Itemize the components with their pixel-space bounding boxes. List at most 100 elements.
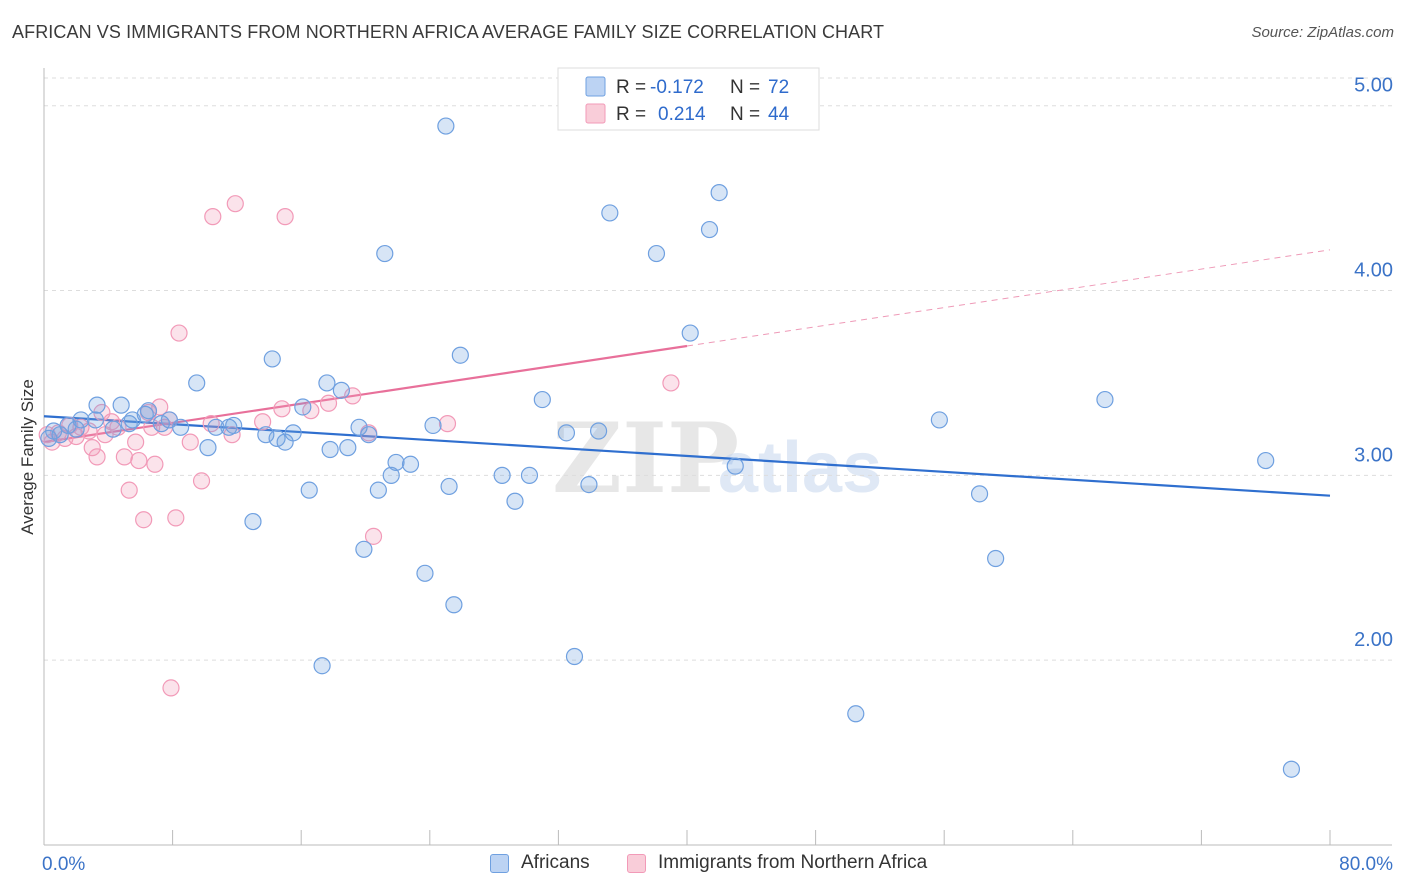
legend-n-label: N = [730, 104, 760, 125]
immigrants-point [204, 208, 222, 226]
africans-point [339, 439, 357, 457]
africans-point [647, 244, 666, 263]
x-tick-labels: 0.0% 80.0% [42, 854, 1393, 875]
immigrants-point [162, 679, 180, 697]
africans-point [416, 564, 434, 582]
africans-point [710, 183, 728, 202]
africans-point [321, 440, 339, 459]
gridlines [44, 77, 1392, 661]
y-tick-label: 3.00 [1354, 444, 1393, 466]
africans-point [580, 476, 598, 494]
africans-point [369, 481, 387, 499]
africans-point [424, 416, 442, 435]
africans-point [376, 244, 394, 263]
africans-point [207, 418, 225, 436]
legend-r-value: -0.172 [650, 77, 704, 98]
correlation-legend: R = -0.172 N = 72 R = 0.214 N = 44 [557, 67, 820, 131]
y-tick-label: 4.00 [1354, 260, 1393, 282]
africans-point [123, 411, 142, 429]
immigrants-point [438, 415, 457, 433]
africans-point [589, 422, 608, 440]
immigrants-label: Immigrants from Northern Africa [658, 852, 928, 873]
africans-point [601, 204, 619, 222]
africans-swatch [490, 853, 509, 873]
africans-point [382, 466, 400, 484]
immigrants-point [120, 481, 138, 499]
africans-point [557, 424, 576, 442]
source-credit: Source: ZipAtlas.com [1251, 24, 1394, 41]
africans-point [401, 455, 420, 473]
immigrants-point [226, 195, 244, 213]
immigrants-point [192, 472, 211, 490]
immigrants-point [135, 511, 153, 529]
africans-point [970, 485, 989, 503]
y-tick-labels: 2.00 3.00 4.00 5.00 [1354, 75, 1393, 651]
immigrants-point [127, 433, 145, 451]
africans-point [268, 429, 286, 447]
africans-point [300, 481, 318, 499]
legend-n-value: 72 [768, 77, 789, 98]
africans-point [987, 549, 1005, 568]
legend-swatch-immigrants [585, 103, 606, 124]
africans-point [533, 390, 551, 409]
immigrants-swatch [627, 853, 646, 873]
immigrants-point [83, 439, 101, 457]
africans-point [59, 416, 77, 435]
legend-swatch-africans [585, 76, 606, 97]
africans-point [225, 416, 243, 435]
watermark-zip: ZIP [552, 402, 739, 515]
y-tick-label: 5.00 [1354, 75, 1393, 97]
africans-label: Africans [521, 852, 590, 873]
africans-point [726, 457, 744, 475]
watermark: ZIP atlas [552, 402, 882, 515]
africans-point [104, 420, 122, 438]
africans-point [437, 117, 455, 135]
series-legend: Africans Immigrants from Northern Africa [0, 852, 1406, 878]
africans-point [360, 426, 378, 444]
immigrants-point [88, 448, 106, 466]
africans-point [139, 402, 158, 420]
africans-point [263, 350, 281, 368]
chart-title: AFRICAN VS IMMIGRANTS FROM NORTHERN AFRI… [12, 22, 885, 42]
africans-point [172, 418, 190, 436]
africans-points [40, 117, 1301, 778]
africans-point [88, 396, 106, 414]
africans-point [493, 466, 511, 484]
legend-item-africans: Africans [490, 852, 590, 874]
legend-r-value: 0.214 [658, 104, 706, 125]
africans-point [387, 453, 405, 472]
y-axis-label: Average Family Size [18, 379, 37, 535]
immigrants-point [319, 394, 338, 412]
africans-point [1257, 451, 1275, 470]
immigrants-point [302, 402, 320, 420]
x-tick-label-right: 80.0% [1339, 854, 1393, 875]
africans-point [847, 705, 865, 723]
immigrants-point [170, 324, 188, 342]
immigrants-point [151, 398, 169, 416]
immigrants-point [181, 433, 199, 451]
legend-n-value: 44 [768, 104, 790, 125]
africans-point [355, 540, 373, 558]
legend-r-label: R = [616, 77, 646, 98]
legend-r-label: R = [616, 104, 646, 125]
legend-item-immigrants: Immigrants from Northern Africa [627, 852, 927, 874]
africans-point [506, 492, 524, 510]
africans-point [318, 374, 336, 392]
immigrants-point [115, 448, 133, 466]
africans-point [445, 596, 463, 614]
africans-point [294, 398, 312, 416]
immigrants-point [364, 527, 383, 545]
africans-point [188, 374, 206, 392]
watermark-atlas: atlas [718, 428, 882, 508]
africans-point [520, 466, 539, 484]
africans-point [565, 647, 584, 666]
africans-point [1096, 390, 1114, 409]
africans-point [86, 411, 105, 429]
x-tick-label-left: 0.0% [42, 854, 85, 875]
africans-point [313, 657, 331, 675]
immigrants-point [276, 208, 294, 226]
immigrants-point [146, 455, 164, 473]
africans-point [152, 415, 170, 433]
africans-point [332, 381, 350, 399]
